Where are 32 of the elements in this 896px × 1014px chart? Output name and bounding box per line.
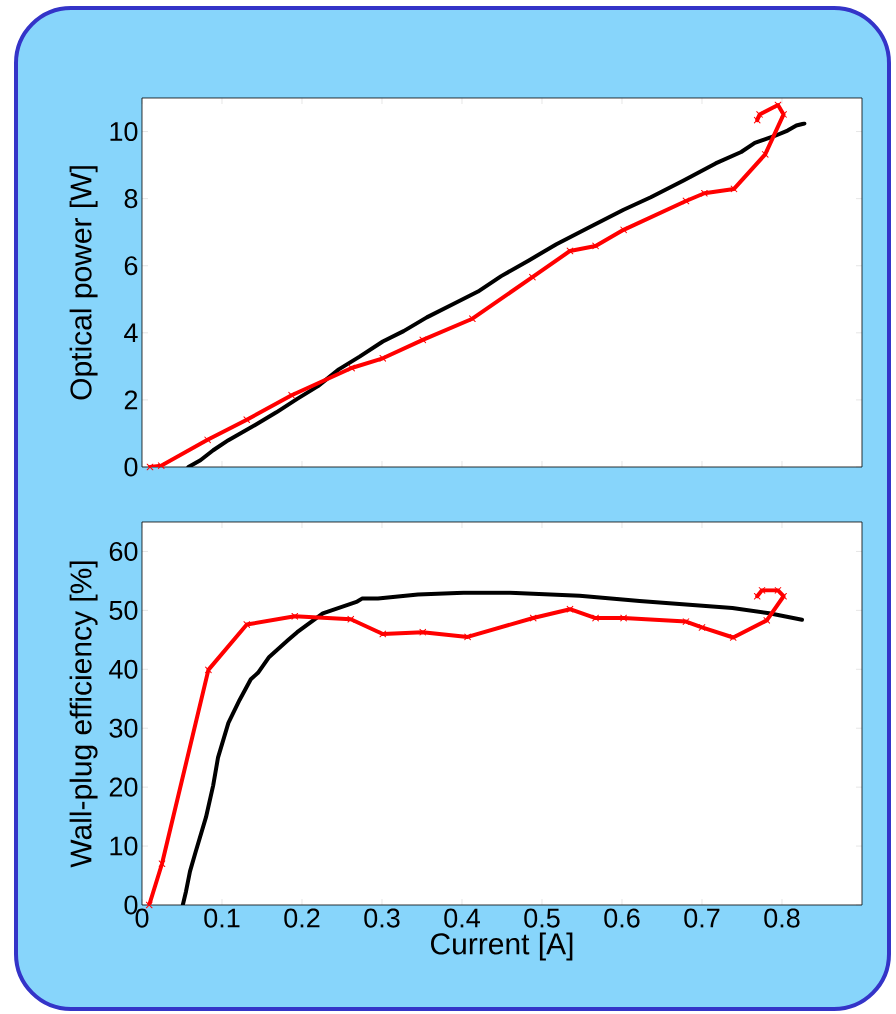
x-tick-label: 0.4 — [444, 908, 480, 928]
y-tick-label: 4 — [124, 323, 138, 343]
x-tick-label: 0.6 — [604, 908, 640, 928]
x-tick-label: 0.8 — [764, 908, 800, 928]
point — [158, 860, 166, 868]
y-tick-label: 20 — [109, 777, 138, 797]
y-tick-label: 6 — [124, 256, 138, 276]
point — [291, 612, 299, 620]
y-tick-label: 30 — [109, 718, 138, 738]
point — [145, 901, 153, 909]
y-tick-label: 10 — [110, 836, 138, 856]
x-tick-label: 0.5 — [524, 908, 560, 928]
y-tick-label: 40 — [109, 659, 138, 679]
point — [753, 592, 761, 600]
x-axis-title: Current [A] — [430, 932, 573, 961]
y-axis-title: Optical power [W] — [69, 166, 98, 400]
y-tick-label: 8 — [124, 189, 138, 209]
point — [753, 116, 761, 124]
y-tick-label: 2 — [124, 390, 138, 410]
y-axis-title: Wall-plug efficiency [%] — [69, 561, 98, 868]
point — [347, 615, 355, 623]
point — [566, 605, 574, 613]
x-tick-label: 0.7 — [684, 908, 720, 928]
y-tick-label: 50 — [109, 600, 138, 620]
point — [419, 628, 427, 636]
y-tick-label: 10 — [110, 121, 138, 142]
x-tick-label: 0.1 — [204, 908, 240, 928]
x-tick-label: 0.2 — [284, 908, 320, 928]
x-tick-label: 0.3 — [364, 908, 400, 928]
y-tick-label: 60 — [109, 541, 138, 562]
point — [529, 614, 537, 622]
y-tick-label: 0 — [124, 457, 138, 477]
